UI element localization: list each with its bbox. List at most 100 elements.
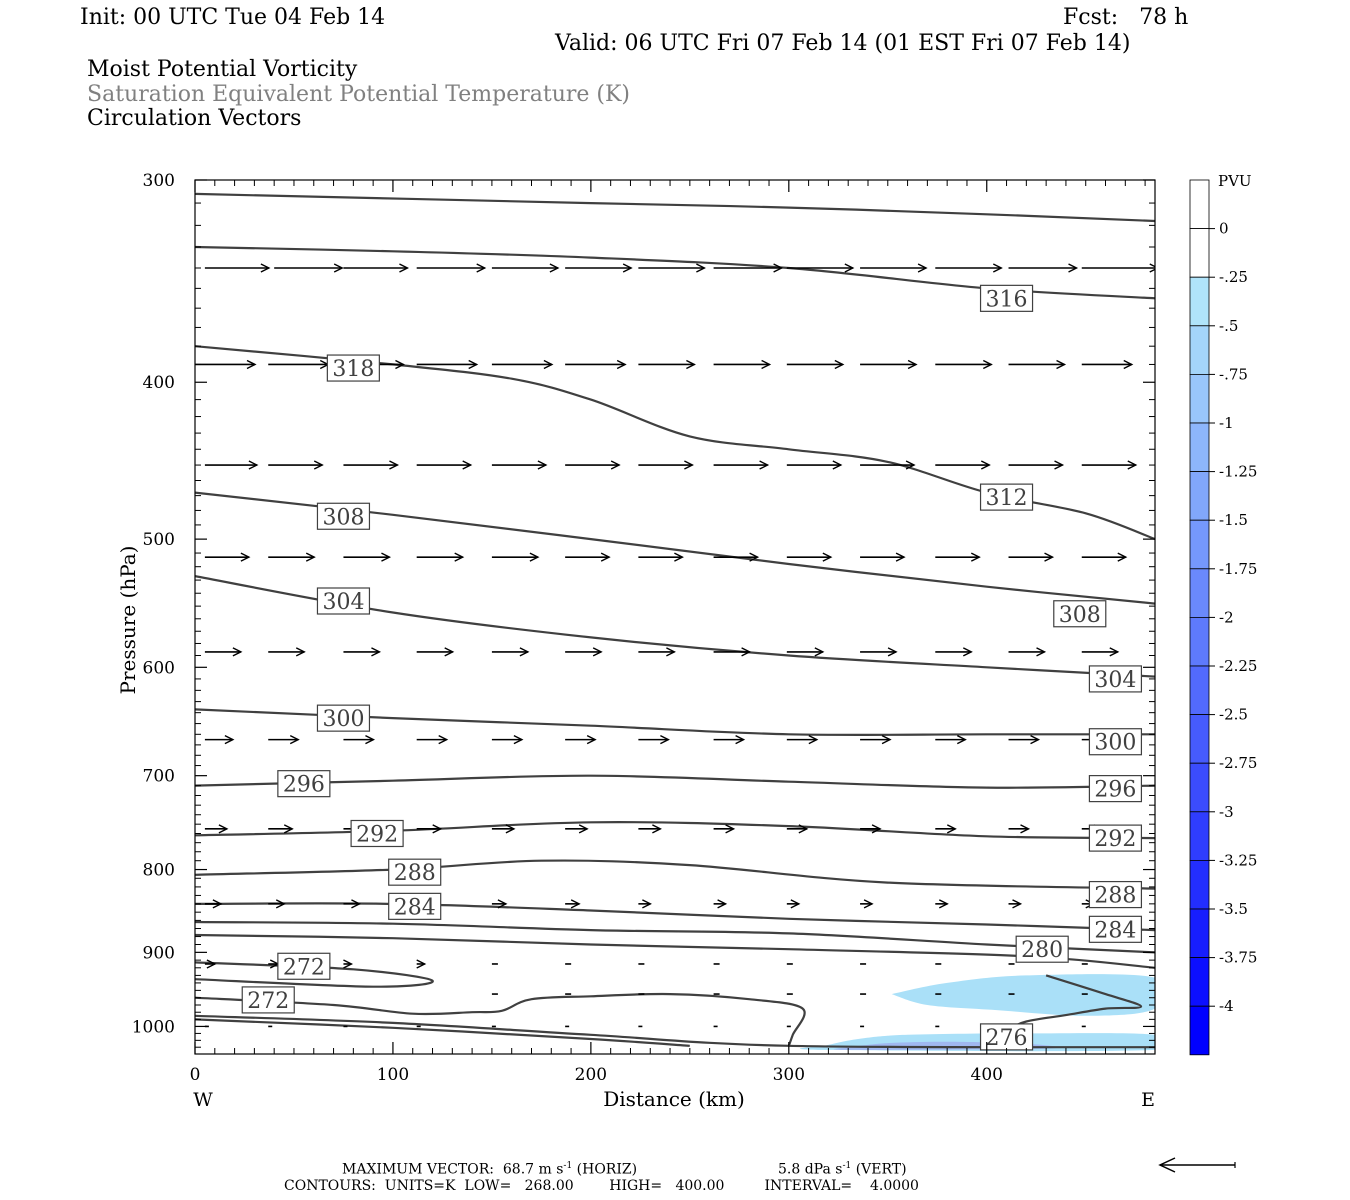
colorbar-swatch <box>1189 1005 1210 1056</box>
circulation-vector <box>343 734 376 745</box>
colorbar-label: -1.5 <box>1219 511 1248 529</box>
svg-text:272: 272 <box>283 955 325 980</box>
circulation-vector <box>343 899 362 909</box>
y-tick-label: 500 <box>143 530 175 550</box>
circulation-vector <box>491 460 548 470</box>
x-tick-label: 400 <box>971 1065 1003 1085</box>
circulation-vector <box>416 359 479 370</box>
colorbar-swatch <box>1189 714 1210 764</box>
contour-label: 292 <box>350 819 404 847</box>
circulation-vector <box>713 734 746 745</box>
colorbar-label: -2.25 <box>1219 657 1257 675</box>
circulation-vector <box>565 734 597 745</box>
colorbar-swatch <box>1189 325 1210 375</box>
y-tick-label: 600 <box>143 658 175 678</box>
x-tick-label: 0 <box>190 1065 201 1085</box>
contour-label: 318 <box>326 354 380 382</box>
y-tick-label: 900 <box>143 943 175 963</box>
circulation-vector <box>268 899 286 909</box>
circulation-vector <box>638 824 662 834</box>
colorbar-label: -4 <box>1219 997 1234 1015</box>
svg-text:308: 308 <box>1059 603 1101 628</box>
circulation-vector <box>935 263 1003 273</box>
circulation-vector <box>195 359 257 370</box>
circulation-vector <box>491 552 540 562</box>
circulation-vector <box>565 359 627 370</box>
svg-text:292: 292 <box>356 822 398 847</box>
colorbar-label: -3.25 <box>1219 851 1257 869</box>
x-tick-label: 100 <box>377 1065 409 1085</box>
contour-label: 296 <box>277 770 331 798</box>
x-tick-label: 200 <box>575 1065 607 1085</box>
circulation-vector <box>565 647 603 657</box>
circulation-vector <box>713 263 784 273</box>
colorbar-label: -3 <box>1219 803 1234 821</box>
colorbar-swatch <box>1189 957 1210 1007</box>
theta-es-contour <box>195 774 1155 789</box>
colorbar-swatch <box>1189 568 1210 618</box>
circulation-vector <box>935 899 949 909</box>
circulation-vector <box>860 263 928 273</box>
circulation-vector <box>565 824 589 834</box>
circulation-vector <box>860 824 882 834</box>
svg-text:300: 300 <box>322 707 364 732</box>
footer-max-vector: MAXIMUM VECTOR: 68.7 m s-1 (HORIZ) <box>342 1158 637 1178</box>
circulation-vector <box>713 899 728 909</box>
colorbar-label: -3.5 <box>1219 900 1248 918</box>
svg-text:280: 280 <box>1021 938 1063 963</box>
circulation-vector <box>416 263 487 273</box>
circulation-vector <box>786 359 845 370</box>
colorbar-label: -2 <box>1219 608 1234 626</box>
forecast-hour: Fcst: 78 h <box>1063 5 1189 30</box>
contour-label: 276 <box>979 1023 1034 1051</box>
circulation-vector <box>1081 552 1128 562</box>
svg-text:276: 276 <box>986 1026 1028 1051</box>
circulation-vector <box>1008 899 1023 909</box>
svg-text:304: 304 <box>1094 668 1136 693</box>
circulation-vector <box>1081 647 1120 657</box>
svg-text:318: 318 <box>332 357 374 382</box>
circulation-vector <box>638 359 696 370</box>
theta-es-contour <box>195 192 1155 223</box>
circulation-vector <box>204 552 251 562</box>
svg-text:296: 296 <box>1094 778 1136 803</box>
circulation-vector <box>491 647 530 657</box>
circulation-vector <box>416 647 455 657</box>
contour-label: 304 <box>1088 665 1143 693</box>
init-time: Init: 00 UTC Tue 04 Feb 14 <box>80 5 386 30</box>
svg-text:272: 272 <box>247 989 289 1014</box>
circulation-vector <box>860 359 918 370</box>
circulation-vector <box>268 460 324 470</box>
circulation-vector <box>786 460 843 470</box>
x-end-label-west: W <box>193 1089 213 1111</box>
circulation-vector <box>1081 460 1138 470</box>
circulation-vector <box>786 824 809 834</box>
circulation-vector <box>416 552 465 562</box>
circulation-vector <box>343 263 410 273</box>
colorbar-label: -1 <box>1219 414 1234 432</box>
circulation-vector <box>416 734 449 745</box>
circulation-vector <box>638 647 676 657</box>
colorbar-label: 0 <box>1219 220 1229 238</box>
contour-label: 284 <box>1088 915 1143 943</box>
footer-vert: (VERT) <box>855 1161 907 1178</box>
plot-frame <box>194 179 1156 1055</box>
field-title-vectors: Circulation Vectors <box>87 106 302 131</box>
colorbar-swatch <box>1189 373 1210 424</box>
valid-time: Valid: 06 UTC Fri 07 Feb 14 (01 EST Fri … <box>555 31 1131 56</box>
theta-es-contour <box>195 920 1155 954</box>
circulation-vector <box>491 824 516 834</box>
colorbar-label: -1.75 <box>1219 560 1257 578</box>
contour-label: 308 <box>1053 600 1107 628</box>
circulation-vector <box>713 359 772 370</box>
circulation-vector <box>935 734 967 745</box>
contour-label: 292 <box>1088 824 1143 852</box>
circulation-vector <box>786 899 801 909</box>
circulation-vector <box>565 552 611 562</box>
contour-label: 288 <box>1088 880 1143 909</box>
circulation-vector <box>638 263 706 273</box>
circulation-vector <box>860 899 874 909</box>
circulation-vector <box>713 647 752 657</box>
contour-label: 316 <box>979 284 1034 312</box>
colorbar-title: PVU <box>1218 172 1252 190</box>
